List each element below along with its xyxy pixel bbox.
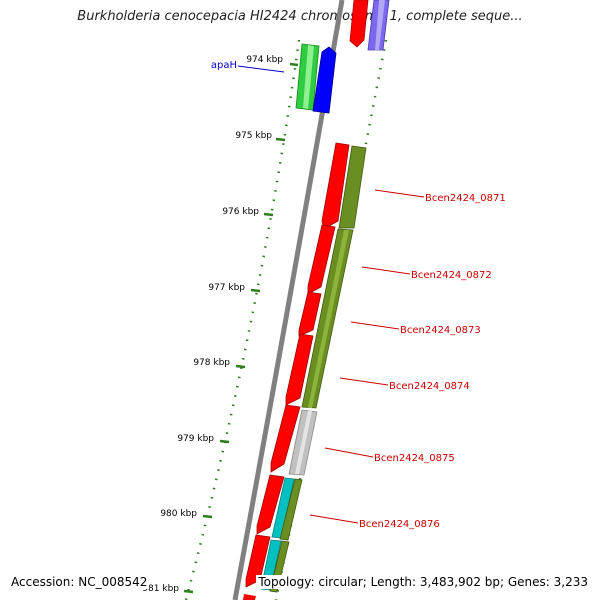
label-leader bbox=[374, 189, 425, 198]
gene-red bbox=[243, 594, 256, 600]
gene-red bbox=[270, 404, 301, 473]
tick-label: 977 kbp bbox=[208, 283, 245, 293]
gene-label[interactable]: Bcen2424_0874 bbox=[389, 381, 470, 392]
label-leader bbox=[350, 321, 400, 330]
tick-mark bbox=[235, 364, 246, 369]
tick-label: 976 kbp bbox=[222, 207, 259, 217]
tick-label: 975 kbp bbox=[235, 131, 272, 141]
gene-gray-highlight bbox=[295, 411, 312, 474]
gene-lavender-top-highlight bbox=[375, 0, 385, 50]
gene-blue-apaH bbox=[312, 46, 337, 114]
gene-green-apaH-highlight bbox=[303, 45, 314, 109]
label-leader bbox=[339, 377, 389, 386]
accession-text: Accession: NC_008542 bbox=[9, 575, 150, 589]
gene-label[interactable]: Bcen2424_0871 bbox=[425, 193, 506, 204]
tick-mark bbox=[202, 514, 213, 519]
tick-mark bbox=[183, 589, 194, 594]
gene-label[interactable]: Bcen2424_0875 bbox=[374, 453, 455, 464]
gene-red bbox=[307, 224, 336, 295]
gene-red bbox=[256, 474, 285, 535]
tick-label: 978 kbp bbox=[193, 358, 230, 368]
gene-red bbox=[245, 534, 271, 588]
tick-label: 974 kbp bbox=[246, 55, 283, 65]
label-leader bbox=[309, 514, 359, 524]
tick-label: 980 kbp bbox=[160, 509, 197, 519]
gene-label[interactable]: Bcen2424_0872 bbox=[411, 270, 492, 281]
tick-mark bbox=[250, 288, 261, 293]
gene-olive bbox=[338, 145, 367, 229]
tick-label: 979 kbp bbox=[177, 434, 214, 444]
topology-summary: Topology: circular; Length: 3,483,902 bp… bbox=[256, 575, 590, 589]
gene-olive-lower bbox=[279, 478, 303, 541]
gene-red bbox=[285, 333, 314, 406]
gene-label-apaH[interactable]: apaH bbox=[211, 60, 237, 71]
tick-mark bbox=[289, 62, 299, 67]
tick-mark bbox=[219, 439, 230, 444]
tick-group: 974 kbp 975 kbp 976 kbp 977 kbp 978 kbp … bbox=[142, 55, 299, 594]
gene-red bbox=[298, 291, 322, 337]
tick-mark bbox=[263, 212, 274, 217]
tick-mark bbox=[275, 137, 286, 142]
tick-label: 981 kbp bbox=[142, 584, 179, 594]
gene-label[interactable]: Bcen2424_0873 bbox=[400, 325, 481, 336]
gene-red-top bbox=[349, 0, 369, 48]
label-leader bbox=[324, 447, 374, 458]
label-leader bbox=[237, 65, 285, 73]
label-leader bbox=[361, 266, 411, 275]
gene-label[interactable]: Bcen2424_0876 bbox=[359, 519, 440, 530]
gene-red bbox=[321, 142, 350, 230]
map-title: Burkholderia cenocepacia HI2424 chromoso… bbox=[77, 9, 523, 24]
gene-olive-highlight bbox=[308, 230, 349, 408]
